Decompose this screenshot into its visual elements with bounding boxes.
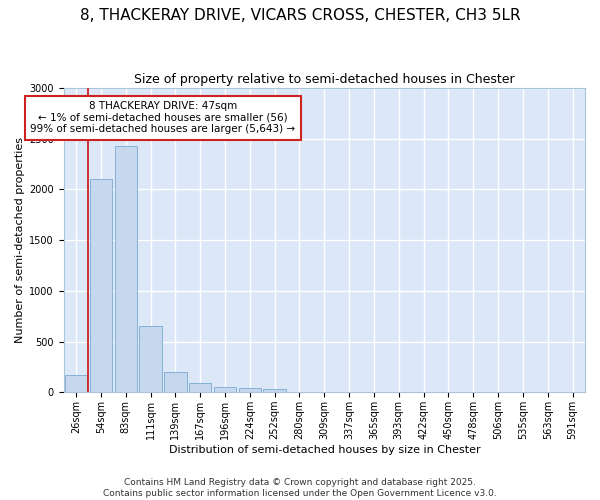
Text: 8, THACKERAY DRIVE, VICARS CROSS, CHESTER, CH3 5LR: 8, THACKERAY DRIVE, VICARS CROSS, CHESTE… bbox=[80, 8, 520, 22]
X-axis label: Distribution of semi-detached houses by size in Chester: Distribution of semi-detached houses by … bbox=[169, 445, 480, 455]
Bar bbox=[139, 326, 162, 392]
Text: Contains HM Land Registry data © Crown copyright and database right 2025.
Contai: Contains HM Land Registry data © Crown c… bbox=[103, 478, 497, 498]
Bar bbox=[239, 388, 261, 392]
Bar bbox=[189, 383, 211, 392]
Y-axis label: Number of semi-detached properties: Number of semi-detached properties bbox=[15, 137, 25, 343]
Title: Size of property relative to semi-detached houses in Chester: Size of property relative to semi-detach… bbox=[134, 72, 515, 86]
Bar bbox=[115, 146, 137, 392]
Bar bbox=[263, 390, 286, 392]
Bar bbox=[65, 374, 87, 392]
Text: 8 THACKERAY DRIVE: 47sqm
← 1% of semi-detached houses are smaller (56)
99% of se: 8 THACKERAY DRIVE: 47sqm ← 1% of semi-de… bbox=[31, 101, 296, 134]
Bar bbox=[90, 180, 112, 392]
Bar bbox=[164, 372, 187, 392]
Bar bbox=[214, 387, 236, 392]
